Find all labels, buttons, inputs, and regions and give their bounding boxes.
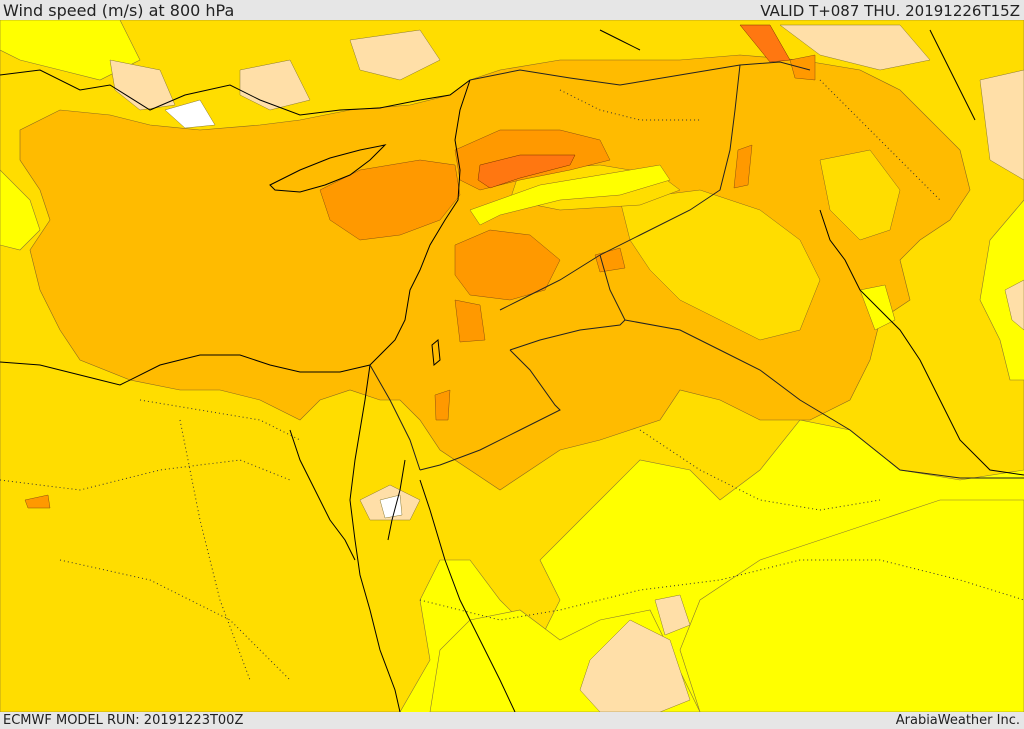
field-darkorange-4 xyxy=(454,299,486,343)
field-redorange xyxy=(477,154,576,189)
field-pale-2 xyxy=(239,59,311,111)
country-borders xyxy=(369,61,1024,479)
footer-bar: ECMWF MODEL RUN: 20191223T00Z ArabiaWeat… xyxy=(0,712,1024,729)
valid-time: VALID T+087 THU. 20191226T15Z xyxy=(760,2,1020,20)
field-redorange-2 xyxy=(739,24,791,63)
field-white-2 xyxy=(379,494,403,519)
field-darkorange-3 xyxy=(454,229,561,301)
field-darkorange-6 xyxy=(733,144,753,189)
field-gold-inner-3 xyxy=(819,149,901,241)
field-pale-8 xyxy=(654,594,691,636)
coastlines xyxy=(0,29,1024,712)
credit: ArabiaWeather Inc. xyxy=(895,713,1020,728)
field-darkorange-9 xyxy=(24,494,51,509)
field-pale-4 xyxy=(979,69,1024,181)
model-run: ECMWF MODEL RUN: 20191223T00Z xyxy=(3,713,244,728)
map-canvas xyxy=(0,20,1024,712)
field-pale-5 xyxy=(779,24,931,71)
wind-speed-map xyxy=(0,20,1024,712)
field-yellow-band xyxy=(469,164,671,226)
field-yellow-north xyxy=(0,20,141,81)
map-title: Wind speed (m/s) at 800 hPa xyxy=(3,1,235,20)
field-darkorange-7 xyxy=(434,389,451,421)
field-pale-3 xyxy=(109,59,176,111)
field-pale-1 xyxy=(349,29,441,81)
field-pale-9 xyxy=(1004,279,1024,331)
admin-boundaries xyxy=(0,79,1024,681)
field-white-1 xyxy=(164,99,216,129)
header-bar: Wind speed (m/s) at 800 hPa VALID T+087 … xyxy=(0,0,1024,20)
field-yellow-west xyxy=(0,169,41,251)
field-gold-inner-1 xyxy=(619,189,821,341)
field-pale-6 xyxy=(579,619,691,712)
field-darkorange-1 xyxy=(319,159,461,241)
